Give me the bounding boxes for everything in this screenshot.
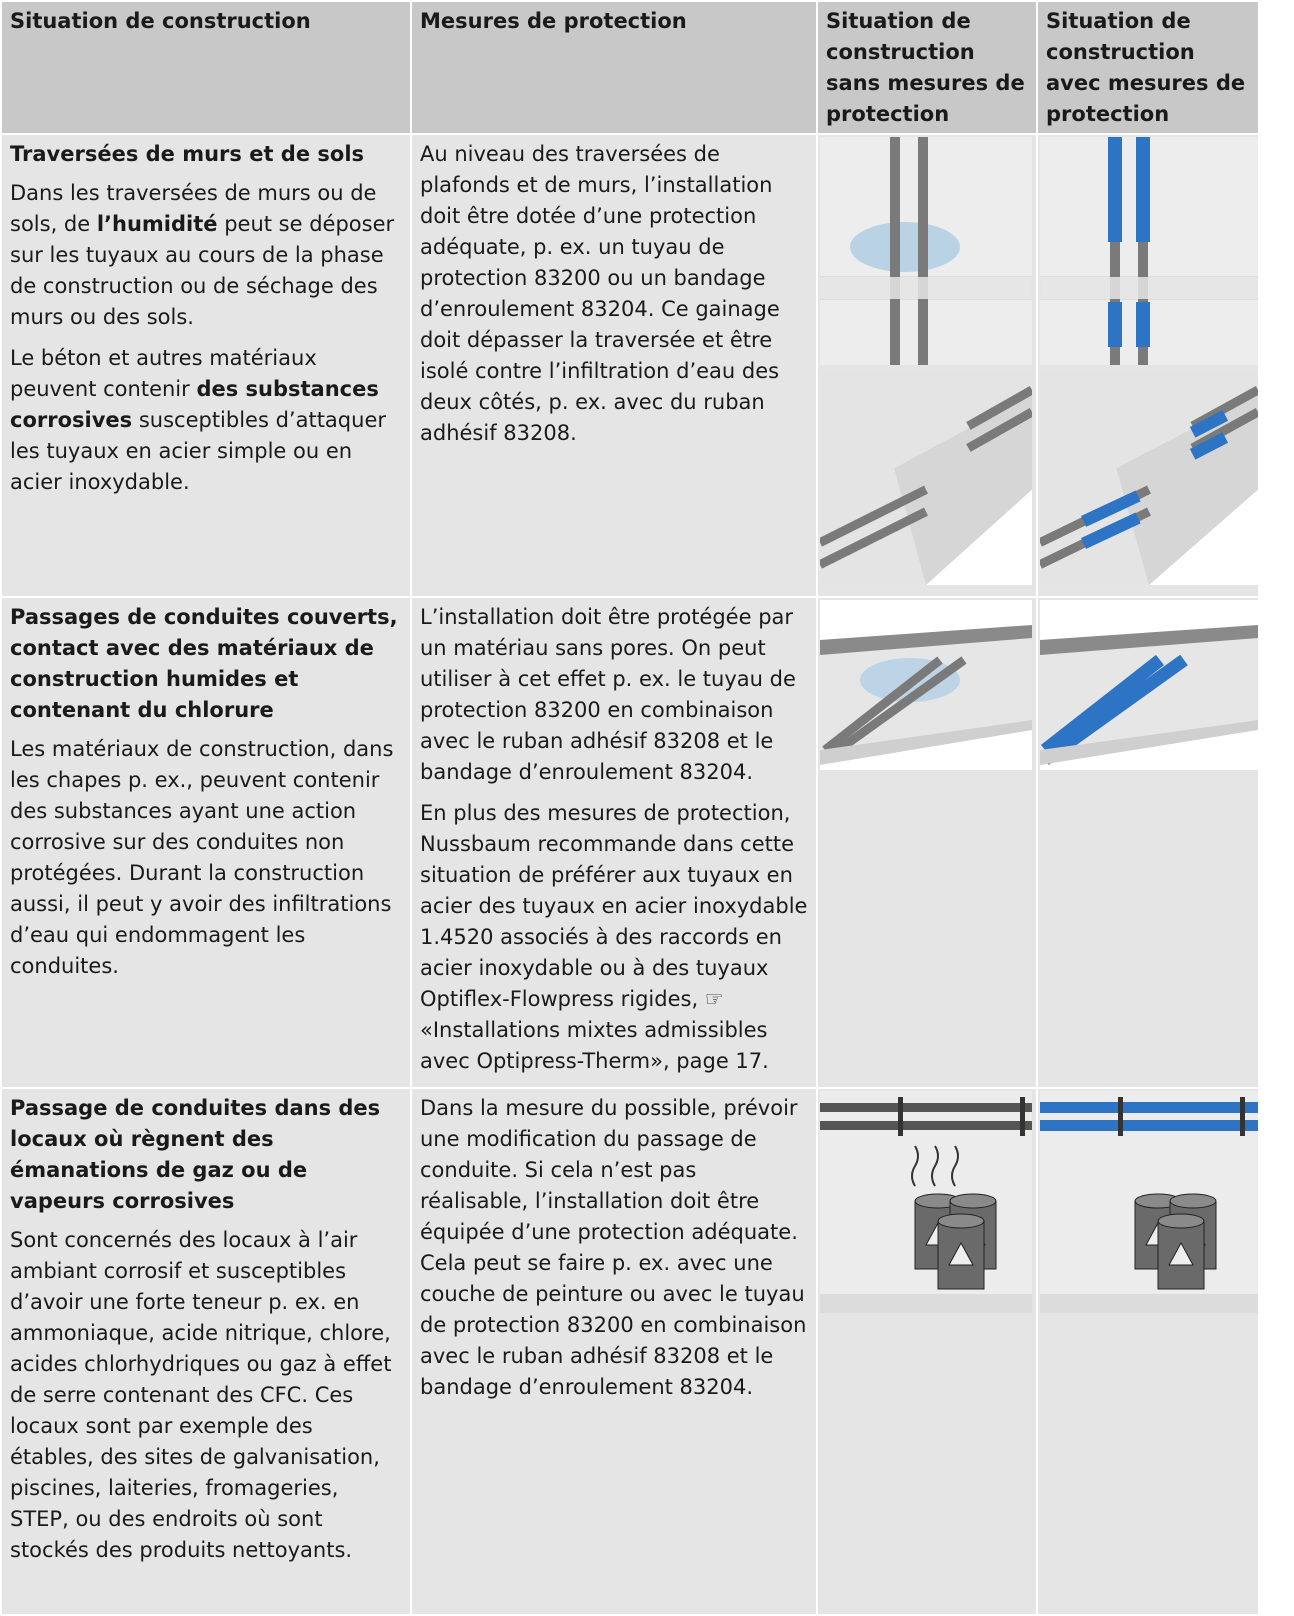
paragraph: Au niveau des traversées de plafonds et …: [420, 139, 808, 449]
illustration: [820, 600, 1032, 770]
text: peut se déposer sur les tuyaux au cours …: [10, 212, 395, 329]
image-cell: [816, 1087, 1038, 1616]
text: Les matériaux de construction, dans les …: [10, 737, 394, 978]
image-cell: [816, 133, 1038, 598]
text: susceptibles d’attaquer les tuyaux en ac…: [10, 408, 386, 494]
text: En plus des mesures de protection, Nussb…: [420, 801, 808, 1073]
illustration: [820, 373, 1032, 585]
measures-cell: L’installation doit être protégée par un…: [410, 596, 818, 1089]
image-cell: [1036, 596, 1260, 1089]
illustration: [820, 1091, 1032, 1313]
paragraph: En plus des mesures de protection, Nussb…: [420, 798, 808, 1077]
paragraph: L’installation doit être protégée par un…: [420, 602, 808, 788]
text: Dans les traversées de murs ou de sols, …: [10, 181, 377, 236]
illustration: [1040, 1091, 1258, 1313]
illustration: [1040, 373, 1258, 585]
header-row: Situation de construction Mesures de prot…: [0, 0, 1260, 135]
table-row: Passage de conduites dans des locaux où …: [0, 1087, 1260, 1616]
situation-cell: Passage de conduites dans des locaux où …: [0, 1087, 412, 1616]
text: Dans la mesure du possible, prévoir une …: [420, 1096, 807, 1399]
illustration: [1040, 600, 1258, 770]
table-row: Traversées de murs et de sols Dans les tr…: [0, 133, 1260, 598]
text: Sont concernés des locaux à l’air ambian…: [10, 1228, 392, 1562]
paragraph: Sont concernés des locaux à l’air ambian…: [10, 1225, 402, 1566]
row-title: Passage de conduites dans des locaux où …: [10, 1096, 381, 1213]
protection-table: Situation de construction Mesures de prot…: [0, 0, 1260, 1616]
situation-cell: Passages de conduites couverts, contact …: [0, 596, 412, 1089]
paragraph: Dans la mesure du possible, prévoir une …: [420, 1093, 808, 1403]
header-cell: Situation de construction avec mesures d…: [1036, 0, 1260, 135]
header-cell: Mesures de protection: [410, 0, 818, 135]
bold-text: des substances corrosives: [10, 377, 379, 432]
row-title: Traversées de murs et de sols: [10, 142, 365, 166]
text: L’installation doit être protégée par un…: [420, 605, 796, 784]
paragraph: Dans les traversées de murs ou de sols, …: [10, 178, 402, 333]
situation-cell: Traversées de murs et de sols Dans les tr…: [0, 133, 412, 598]
measures-cell: Dans la mesure du possible, prévoir une …: [410, 1087, 818, 1616]
illustration: [820, 137, 1032, 365]
table-row: Passages de conduites couverts, contact …: [0, 596, 1260, 1089]
header-cell: Situation de construction: [0, 0, 412, 135]
header-cell: Situation de construction sans mesures d…: [816, 0, 1038, 135]
text: Le béton et autres matériaux peuvent con…: [10, 346, 317, 401]
measures-cell: Au niveau des traversées de plafonds et …: [410, 133, 818, 598]
paragraph: Le béton et autres matériaux peuvent con…: [10, 343, 402, 498]
illustration: [1040, 137, 1258, 365]
image-cell: [1036, 133, 1260, 598]
image-cell: [1036, 1087, 1260, 1616]
bold-text: l’humidité: [96, 212, 218, 236]
text: Au niveau des traversées de plafonds et …: [420, 142, 780, 445]
paragraph: Les matériaux de construction, dans les …: [10, 734, 402, 982]
image-cell: [816, 596, 1038, 1089]
row-title: Passages de conduites couverts, contact …: [10, 605, 398, 722]
